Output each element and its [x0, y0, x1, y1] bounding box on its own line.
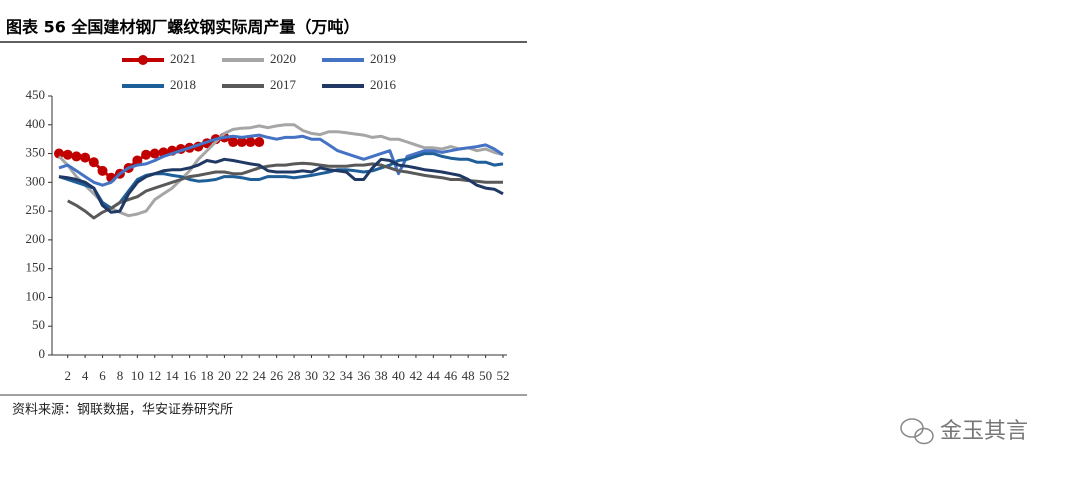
x-tick-label: 22 [235, 368, 248, 383]
series-marker [236, 137, 247, 148]
x-tick-label: 40 [392, 368, 405, 383]
watermark: 金玉其言 [940, 419, 1028, 444]
x-tick-label: 52 [497, 368, 510, 383]
x-tick-label: 24 [253, 368, 267, 383]
x-tick-label: 48 [462, 368, 475, 383]
y-tick-label: 250 [26, 202, 46, 217]
series-marker [132, 155, 143, 166]
legend-label: 2018 [170, 77, 196, 92]
x-tick-label: 12 [148, 368, 161, 383]
x-tick-label: 26 [270, 368, 284, 383]
y-tick-label: 400 [26, 116, 46, 131]
y-tick-label: 300 [26, 173, 46, 188]
x-tick-label: 30 [305, 368, 318, 383]
y-tick-label: 100 [26, 288, 46, 303]
legend-label: 2017 [270, 77, 297, 92]
x-tick-label: 14 [166, 368, 180, 383]
legend-label: 2019 [370, 51, 396, 66]
y-tick-label: 200 [26, 231, 46, 246]
x-tick-label: 18 [201, 368, 214, 383]
x-tick-label: 20 [218, 368, 231, 383]
x-tick-label: 36 [357, 368, 371, 383]
series-line [58, 133, 504, 187]
y-tick-label: 0 [39, 346, 46, 361]
series-line [58, 152, 504, 210]
series-line [57, 123, 504, 218]
series-marker [141, 149, 152, 160]
legend-label: 2021 [170, 51, 196, 66]
series-marker [149, 148, 160, 159]
x-tick-label: 46 [444, 368, 458, 383]
legend-label: 2016 [370, 77, 397, 92]
series-marker [62, 149, 73, 160]
wechat-icon [900, 418, 934, 445]
x-tick-label: 16 [183, 368, 197, 383]
x-tick-label: 50 [479, 368, 492, 383]
series-marker [97, 165, 108, 176]
source: 资料来源：钢联数据，华安证券研究所 [12, 402, 233, 418]
series-marker [254, 137, 265, 148]
x-tick-label: 42 [409, 368, 422, 383]
x-tick-label: 6 [99, 368, 106, 383]
series-marker [80, 152, 91, 163]
x-tick-label: 4 [82, 368, 89, 383]
y-tick-label: 150 [26, 260, 46, 275]
x-tick-label: 38 [375, 368, 388, 383]
series-marker [88, 157, 99, 168]
series-marker [71, 151, 82, 162]
series-line [58, 157, 504, 214]
y-tick-label: 50 [32, 317, 45, 332]
x-tick-label: 10 [131, 368, 144, 383]
y-tick-label: 350 [26, 145, 46, 160]
legend-label: 2020 [270, 51, 296, 66]
x-tick-label: 34 [340, 368, 354, 383]
series-marker [228, 137, 239, 148]
y-tick-label: 450 [26, 87, 46, 102]
series-marker [245, 137, 256, 148]
x-tick-label: 2 [64, 368, 71, 383]
chart-title: 图表 56 全国建材钢厂螺纹钢实际周产量（万吨） [6, 18, 359, 37]
series-line [66, 161, 503, 220]
x-tick-label: 32 [322, 368, 335, 383]
legend-marker [138, 55, 148, 65]
series-marker [54, 148, 64, 159]
x-tick-label: 28 [288, 368, 301, 383]
x-tick-label: 44 [427, 368, 441, 383]
x-tick-label: 8 [117, 368, 124, 383]
